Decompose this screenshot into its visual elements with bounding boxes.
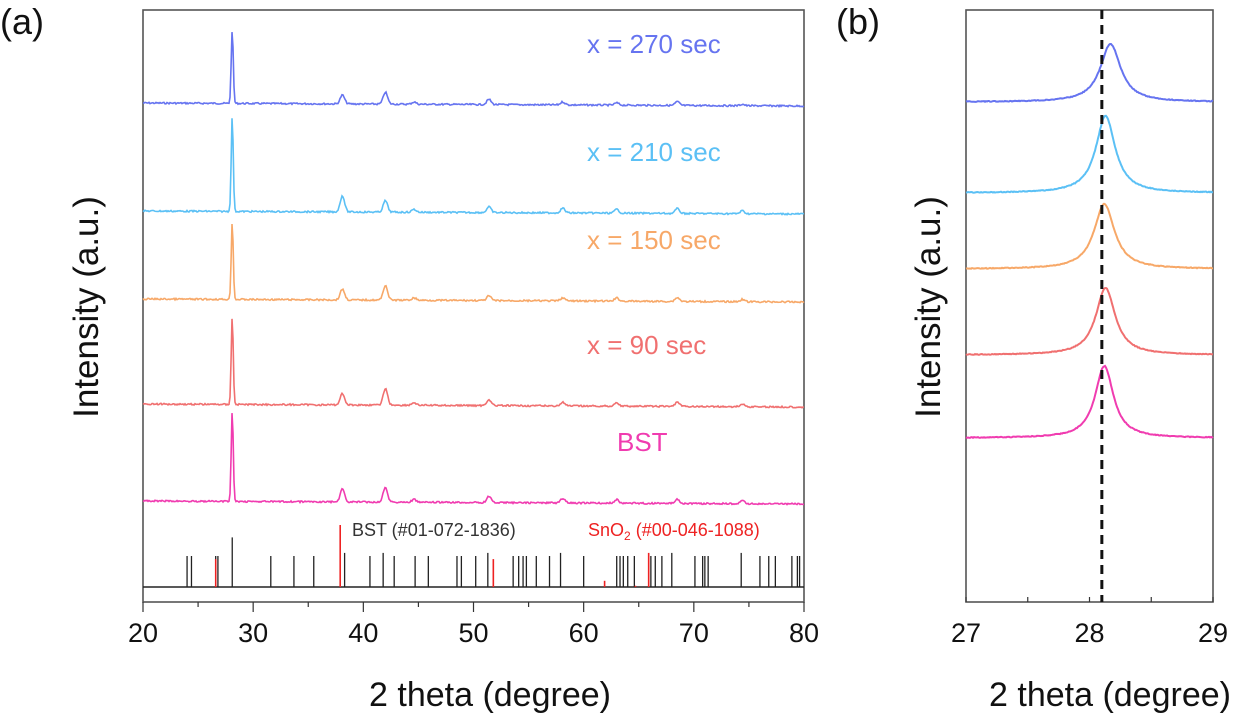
reference-code: (#00-046-1088) xyxy=(631,520,760,540)
panel-b-series-line-4 xyxy=(965,364,1214,440)
panel-a-x-axis-label: 2 theta (degree) xyxy=(369,676,611,714)
series-line-1 xyxy=(142,118,805,216)
panel-b-y-axis-label: Intensity (a.u.) xyxy=(909,196,948,418)
x-tick-label: 60 xyxy=(569,618,599,648)
panel-b-frame xyxy=(965,9,1214,603)
panel-a: (a) Intensity (a.u.) 2 theta (degree) x … xyxy=(0,1,819,714)
panel-a-plot-area: x = 270 sec x = 210 sec x = 150 sec x = 90 … xyxy=(128,9,819,648)
subscript: 2 xyxy=(624,529,631,543)
series-label-0: x = 270 sec xyxy=(587,29,721,59)
panel-b-series-line-3 xyxy=(965,287,1214,356)
x-tick-label: 80 xyxy=(789,618,819,648)
panel-b-x-tick-label: 29 xyxy=(1198,618,1228,648)
panel-a-label: (a) xyxy=(0,1,44,42)
series-line-4 xyxy=(142,413,805,506)
x-tick-label: 30 xyxy=(238,618,268,648)
series-line-0 xyxy=(142,32,805,108)
series-line-2 xyxy=(142,224,805,304)
panel-b: (b) Intensity (a.u.) 2 theta (degree) 27… xyxy=(836,1,1231,714)
x-tick-label: 20 xyxy=(128,618,158,648)
series-label-2: x = 150 sec xyxy=(587,225,721,255)
panel-b-label: (b) xyxy=(836,1,880,42)
series-line-3 xyxy=(142,318,805,409)
panel-b-plot-area: 27 28 29 xyxy=(951,9,1228,648)
series-label-3: x = 90 sec xyxy=(587,330,706,360)
panel-a-y-axis-label: Intensity (a.u.) xyxy=(67,196,106,418)
panel-b-series-line-0 xyxy=(965,42,1214,103)
reference-label-bst: BST (#01-072-1836) xyxy=(352,520,516,540)
x-tick-label: 70 xyxy=(679,618,709,648)
panel-b-x-tick-label: 28 xyxy=(1074,618,1104,648)
panel-a-frame xyxy=(142,9,805,603)
panel-b-series-line-2 xyxy=(965,202,1214,270)
x-tick-label: 40 xyxy=(348,618,378,648)
reference-label-sno2: SnO2 (#00-046-1088) xyxy=(588,520,760,543)
x-tick-label: 50 xyxy=(458,618,488,648)
panel-b-x-tick-label: 27 xyxy=(951,618,981,648)
panel-b-x-axis-label: 2 theta (degree) xyxy=(989,676,1231,714)
panel-b-series-line-1 xyxy=(965,114,1214,194)
series-label-1: x = 210 sec xyxy=(587,137,721,167)
series-label-4: BST xyxy=(617,427,668,457)
